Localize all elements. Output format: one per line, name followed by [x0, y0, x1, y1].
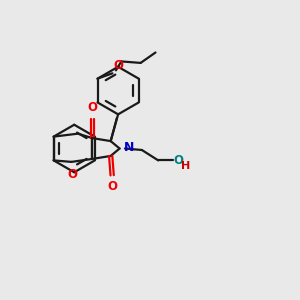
Text: H: H — [182, 161, 191, 171]
Text: O: O — [87, 101, 97, 114]
Text: N: N — [124, 140, 134, 154]
Text: O: O — [113, 58, 123, 71]
Text: O: O — [67, 168, 77, 182]
Text: O: O — [107, 180, 117, 193]
Text: O: O — [173, 154, 183, 167]
